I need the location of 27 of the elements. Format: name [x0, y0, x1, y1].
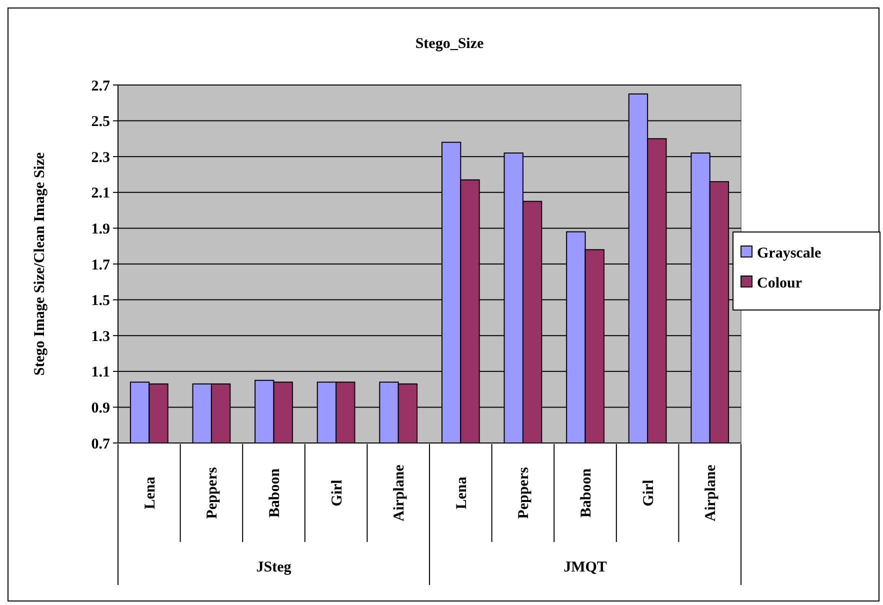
y-axis-title: Stego Image Size/Clean Image Size — [32, 152, 48, 376]
y-tick-label: 0.9 — [91, 400, 110, 416]
y-tick-label: 2.1 — [91, 186, 110, 202]
x-tick-label: Airplane — [703, 464, 720, 522]
x-tick-label: Lena — [454, 476, 470, 510]
y-tick-label: 1.5 — [91, 293, 110, 310]
legend-label: Colour — [757, 275, 802, 292]
text: JMQT — [564, 559, 607, 576]
y-tick-label: 1.3 — [91, 328, 110, 345]
x-tick-label: Peppers — [516, 467, 532, 519]
x-tick-label: Lena — [142, 476, 158, 510]
y-tick-label: 2.5 — [91, 114, 110, 130]
x-tick-label: Airplane — [392, 464, 408, 522]
x-tick-label: Baboon — [267, 468, 283, 518]
x-tick-label: Girl — [640, 480, 657, 506]
y-tick-label: 2.3 — [91, 150, 110, 166]
y-tick-label: 0.7 — [91, 436, 110, 452]
y-tick-label: 2.7 — [91, 78, 110, 94]
y-tick-label: 1.9 — [91, 221, 110, 238]
x-tick-label: Girl — [329, 480, 346, 506]
chart-title: Stego_Size — [415, 36, 484, 52]
y-tick-label: 1.1 — [91, 364, 110, 381]
x-tick-label: Baboon — [578, 468, 594, 518]
y-tick-label: 1.7 — [91, 257, 110, 274]
text: JSteg — [256, 559, 292, 576]
legend-label: Grayscale — [757, 245, 822, 262]
x-tick-label: Peppers — [204, 467, 221, 519]
